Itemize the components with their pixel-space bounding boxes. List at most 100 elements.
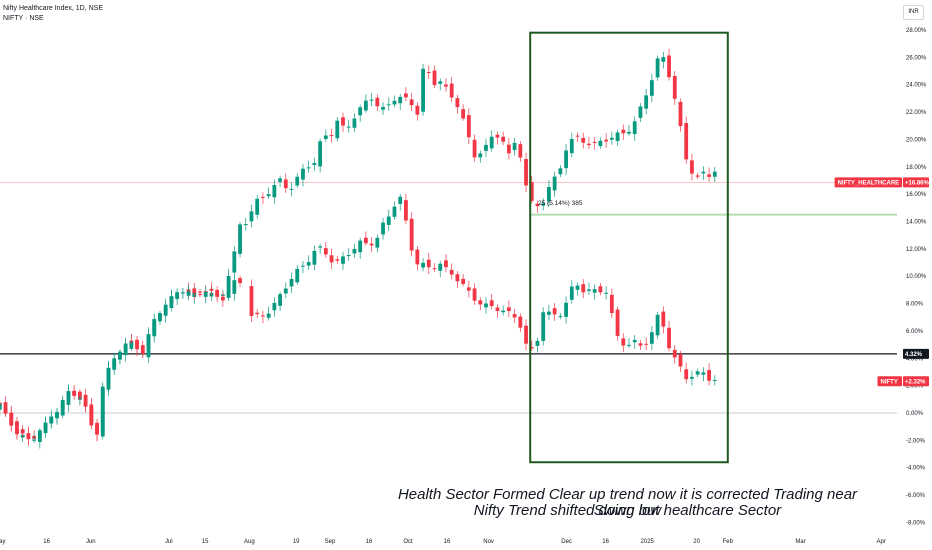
- candle-body: [541, 203, 546, 206]
- candle-body: [667, 55, 671, 78]
- candle-body: [261, 315, 265, 317]
- candle: [135, 337, 139, 356]
- candle: [15, 424, 19, 438]
- candle-body: [386, 104, 391, 106]
- candle-body: [426, 259, 431, 268]
- comparison-symbol-legend[interactable]: NIFTY · NSE: [3, 15, 44, 22]
- x-tick-label: Dec: [561, 539, 572, 545]
- series-name-tag: [877, 376, 902, 387]
- candle-body: [180, 292, 185, 294]
- candle: [55, 408, 59, 424]
- candle-body: [455, 98, 460, 108]
- candle-body: [421, 68, 425, 112]
- candle: [243, 217, 248, 231]
- candle: [186, 284, 191, 301]
- measure-label: 25 (5.14%) 385: [538, 200, 583, 207]
- currency-button[interactable]: INR: [903, 5, 924, 20]
- candle-body: [100, 386, 105, 432]
- candle: [409, 212, 414, 257]
- candle: [301, 261, 305, 274]
- candle: [609, 288, 614, 319]
- y-tick-label: -2.00%: [906, 438, 926, 444]
- candle-body: [381, 222, 385, 235]
- candle: [404, 87, 408, 102]
- candle-body: [672, 75, 677, 99]
- candle-body: [140, 351, 145, 353]
- candle: [95, 422, 99, 442]
- candle-body: [627, 344, 631, 346]
- candle-body: [352, 248, 357, 254]
- y-tick-label: 12.00%: [906, 247, 927, 253]
- symbol-title[interactable]: Nifty Healthcare Index, 1D, NSE: [3, 5, 103, 12]
- candle-body: [621, 129, 626, 134]
- candle-body: [512, 314, 517, 318]
- candle: [575, 282, 580, 296]
- candle: [272, 297, 277, 317]
- candle-body: [226, 290, 231, 298]
- candle: [426, 65, 431, 79]
- x-tick-label: Mar: [795, 539, 805, 545]
- candle: [83, 388, 88, 411]
- candle: [369, 237, 374, 252]
- candle: [215, 289, 220, 303]
- candle-body: [712, 171, 717, 177]
- candle-body: [569, 139, 574, 154]
- candle: [609, 131, 614, 145]
- candle: [581, 132, 586, 149]
- candle-body: [392, 100, 397, 105]
- candle: [455, 271, 460, 288]
- value-tag: [903, 376, 929, 387]
- candle-body: [667, 327, 671, 349]
- candle-body: [564, 150, 568, 169]
- candle-body: [409, 218, 414, 251]
- candle-body: [638, 343, 643, 346]
- highlight-rectangle[interactable]: [529, 31, 729, 464]
- candle-body: [192, 288, 197, 294]
- candle-body: [369, 99, 374, 101]
- candle-body: [564, 302, 568, 317]
- candle: [569, 280, 574, 304]
- candle: [569, 132, 574, 157]
- candle: [627, 124, 631, 136]
- candle-body: [363, 100, 368, 111]
- candle-body: [661, 57, 666, 62]
- candle: [649, 325, 654, 350]
- candle: [592, 284, 597, 300]
- candle-body: [26, 434, 31, 440]
- candle: [672, 345, 677, 364]
- candle: [552, 303, 557, 321]
- y-tick-label: -6.00%: [906, 493, 926, 499]
- candle-body: [569, 286, 574, 300]
- x-tick-label: Jul: [165, 539, 173, 545]
- candle-body: [32, 439, 37, 441]
- candle: [381, 217, 385, 240]
- candle-body: [604, 292, 609, 294]
- candle-body: [695, 175, 700, 177]
- candle-body: [152, 320, 157, 337]
- candle-body: [712, 380, 717, 382]
- candle-body: [524, 159, 528, 186]
- candle: [512, 308, 517, 323]
- y-tick-label: 0.00%: [906, 411, 924, 417]
- candle-body: [169, 296, 174, 308]
- value-text: +2.32%: [905, 379, 926, 385]
- candle-body: [232, 251, 237, 273]
- candle: [421, 257, 425, 272]
- candle-body: [529, 347, 534, 349]
- candle-body: [266, 194, 271, 197]
- candle-body: [552, 308, 557, 315]
- candle-body: [518, 316, 523, 328]
- candle-body: [358, 107, 363, 116]
- candle: [558, 165, 563, 178]
- candle-body: [198, 294, 202, 296]
- candle: [369, 93, 374, 107]
- candle: [449, 77, 454, 103]
- candle-body: [283, 288, 288, 294]
- candle-body: [106, 367, 111, 390]
- y-tick-label: 22.00%: [906, 110, 927, 116]
- candle: [615, 129, 620, 146]
- candle: [158, 312, 162, 325]
- candle: [375, 94, 380, 112]
- candle: [352, 113, 357, 133]
